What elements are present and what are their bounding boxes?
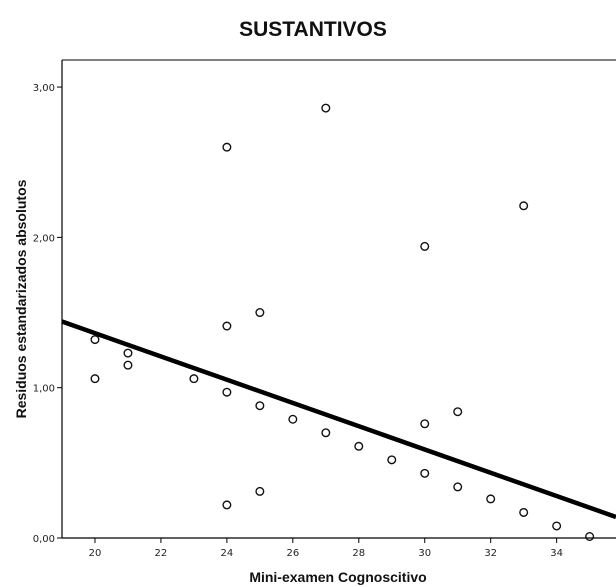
data-point	[90, 335, 100, 345]
data-point	[453, 482, 463, 492]
data-point	[222, 142, 232, 152]
data-point	[552, 521, 562, 531]
data-point	[255, 486, 265, 496]
data-point	[255, 401, 265, 411]
y-tick-label: 2,00	[33, 233, 55, 244]
data-point	[288, 414, 298, 424]
data-point	[453, 407, 463, 417]
plot-background	[62, 60, 616, 538]
data-point	[255, 308, 265, 318]
x-tick-label: 28	[352, 548, 365, 559]
x-tick-label: 30	[418, 548, 431, 559]
regression-line	[61, 319, 616, 520]
y-tick-label: 1,00	[33, 384, 55, 395]
data-point	[486, 494, 496, 504]
data-point	[585, 531, 595, 541]
x-tick-label: 24	[221, 548, 234, 559]
y-axis-label: Residuos estandarizados absolutos	[13, 179, 29, 418]
x-tick-label: 20	[89, 548, 102, 559]
data-point	[321, 103, 331, 113]
y-axis-ticks: 0,00 1,00 2,00 3,00	[33, 83, 62, 545]
x-tick-label: 22	[155, 548, 168, 559]
points-layer	[90, 103, 595, 541]
data-point	[123, 348, 133, 358]
data-point	[420, 468, 430, 478]
x-tick-label: 34	[550, 548, 563, 559]
y-tick-label: 0,00	[33, 534, 55, 545]
chart-title: SUSTANTIVOS	[239, 18, 387, 41]
x-axis-label: Mini-examen Cognoscitivo	[249, 569, 426, 585]
data-point	[222, 321, 232, 331]
x-tick-label: 32	[484, 548, 497, 559]
data-point	[90, 374, 100, 384]
data-point	[189, 374, 199, 384]
x-tick-label: 26	[286, 548, 299, 559]
data-point	[354, 441, 364, 451]
data-point	[387, 455, 397, 465]
data-point	[519, 201, 529, 211]
data-point	[420, 419, 430, 429]
plot-area	[61, 59, 616, 541]
data-point	[420, 241, 430, 251]
data-point	[321, 428, 331, 438]
data-point	[222, 387, 232, 397]
x-axis-ticks: 20 22 24 26 28 30 32 34	[89, 538, 563, 559]
y-tick-label: 3,00	[33, 83, 55, 94]
fit-line-layer	[61, 319, 616, 520]
data-point	[222, 500, 232, 510]
data-point	[519, 507, 529, 517]
data-point	[123, 360, 133, 370]
